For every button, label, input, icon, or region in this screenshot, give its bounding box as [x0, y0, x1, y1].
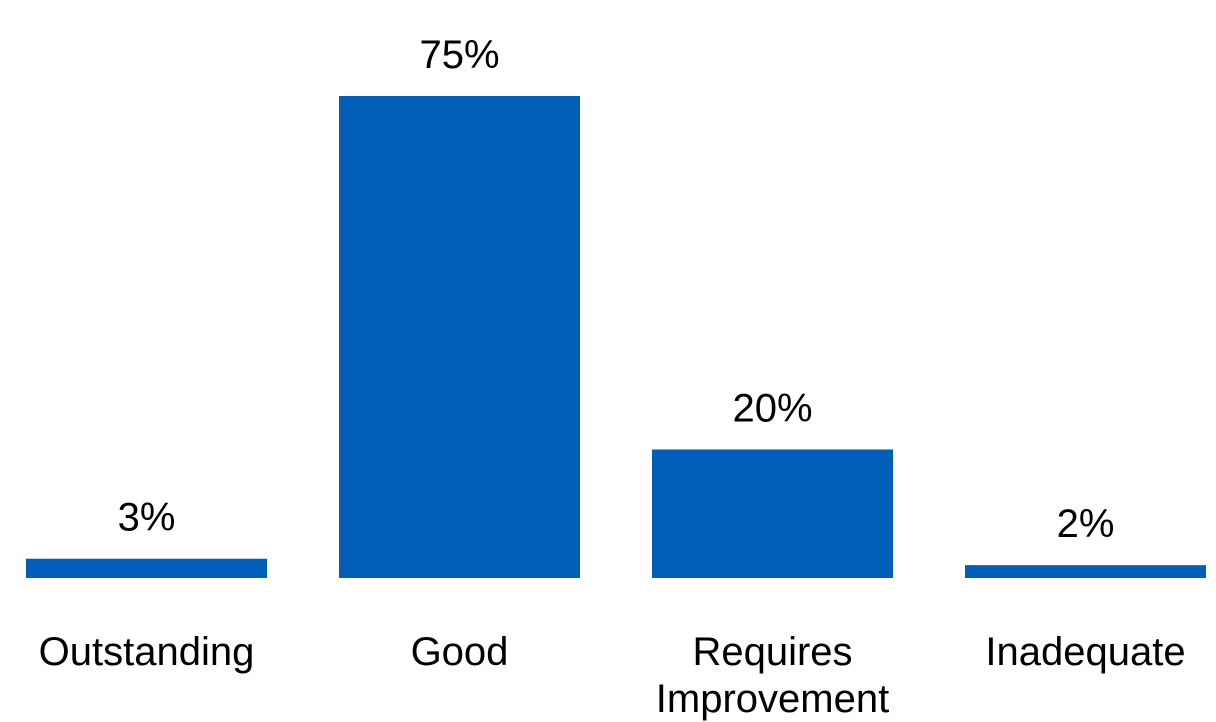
- data-label: 75%: [419, 33, 499, 77]
- bar: [965, 565, 1206, 578]
- category-label: Outstanding: [39, 630, 255, 674]
- category-label: Good: [411, 630, 509, 674]
- data-label: 3%: [118, 496, 176, 540]
- category-label: Inadequate: [985, 630, 1185, 674]
- data-label: 2%: [1057, 502, 1115, 546]
- category-label: Requires: [692, 630, 852, 674]
- data-label-group: 3% 75% 20% 2%: [118, 33, 1115, 546]
- bar: [339, 96, 580, 578]
- bar: [26, 558, 267, 578]
- data-label: 20%: [732, 386, 812, 430]
- bar-group: [26, 96, 1206, 578]
- category-label: Improvement: [656, 677, 889, 721]
- bar: [652, 449, 893, 578]
